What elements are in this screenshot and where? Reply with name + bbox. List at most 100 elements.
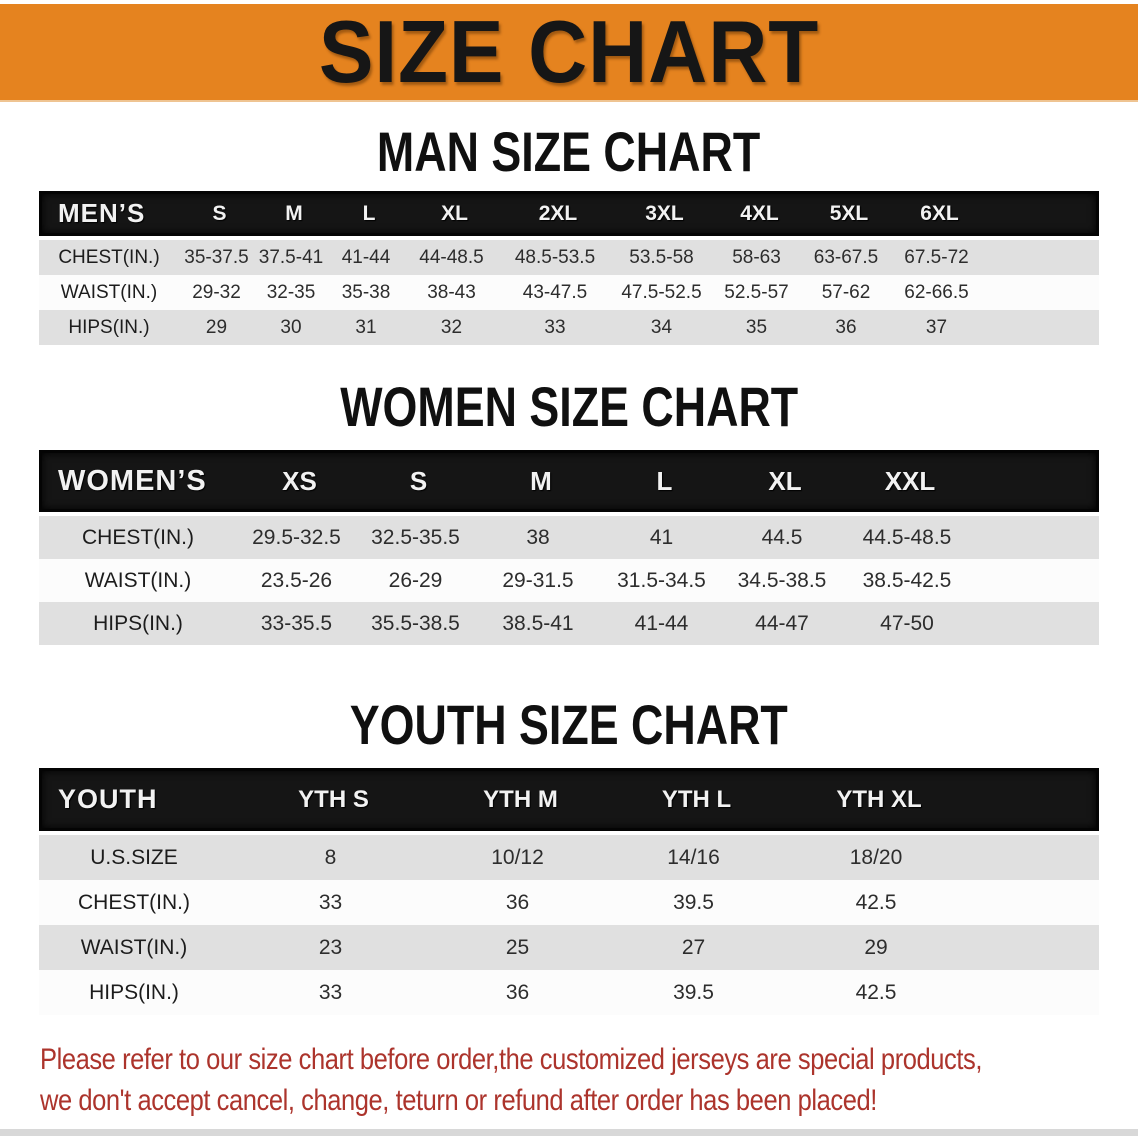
measurement-value: 67.5-72 (904, 246, 969, 268)
size-column-header: XL (768, 465, 802, 496)
measurement-value: 37.5-41 (258, 246, 324, 268)
disclaimer-line-1: Please refer to our size chart before or… (40, 1043, 982, 1076)
women-size-chart-section: WOMEN SIZE CHART WOMEN’S XS S M L XL XXL CHEST(… (0, 379, 1138, 645)
size-column-header: 5XL (829, 201, 869, 225)
measurement-value: 37 (925, 316, 948, 338)
youth-section-title: YOUTH SIZE CHART (349, 693, 789, 756)
measurement-value: 27 (681, 935, 706, 959)
measurement-value: 32-35 (266, 281, 316, 303)
measurement-value: 48.5-53.5 (514, 246, 596, 268)
size-column-header: YTH M (483, 785, 558, 813)
measurement-value: 36 (505, 980, 530, 1004)
size-chart-banner: SIZE CHART (0, 4, 1138, 102)
women-table-row: HIPS(IN.) 33-35.5 35.5-38.5 38.5-41 41-44 44-… (39, 602, 1099, 645)
measurement-value: 29-32 (192, 281, 241, 303)
youth-table-header: YOUTH YTH S YTH M YTH L YTH XL (39, 768, 1099, 831)
measurement-value: 32 (440, 316, 463, 338)
measurement-value: 33 (318, 890, 343, 914)
measurement-label: HIPS(IN.) (93, 611, 183, 635)
size-column-header: YTH XL (836, 785, 922, 813)
measurement-value: 63-67.5 (813, 246, 879, 268)
measurement-value: 35 (745, 316, 768, 338)
men-table-row: CHEST(IN.) 35-37.5 37.5-41 41-44 44-48.5 48.5… (39, 240, 1099, 275)
women-table-header: WOMEN’S XS S M L XL XXL (39, 450, 1099, 512)
women-table-row: CHEST(IN.) 29.5-32.5 32.5-35.5 38 41 44.5 44.5… (39, 516, 1099, 559)
men-size-table: MEN’S S M L XL 2XL 3XL 4XL 5XL 6XL CHEST(IN.) 35-37… (39, 191, 1099, 345)
measurement-value: 39.5 (673, 890, 714, 914)
measurement-value: 14/16 (667, 845, 720, 869)
women-table-row: WAIST(IN.) 23.5-26 26-29 29-31.5 31.5-34.5 34… (39, 559, 1099, 602)
measurement-value: 31.5-34.5 (617, 568, 706, 592)
measurement-value: 47-50 (880, 611, 934, 635)
measurement-value: 33 (544, 316, 566, 338)
measurement-label: CHEST(IN.) (82, 525, 194, 549)
measurement-value: 42.5 (855, 890, 897, 914)
measurement-value: 52.5-57 (724, 281, 789, 303)
youth-size-table: YOUTH YTH S YTH M YTH L YTH XL U.S.SIZE 8 10/12… (39, 768, 1099, 1015)
measurement-label: WAIST(IN.) (80, 935, 188, 959)
size-column-header: S (212, 201, 227, 225)
size-column-header: 3XL (645, 201, 684, 225)
measurement-value: 62-66.5 (904, 281, 969, 303)
measurement-value: 32.5-35.5 (371, 525, 460, 549)
measurement-value: 30 (280, 316, 302, 338)
measurement-value: 38.5-41 (502, 611, 574, 635)
size-column-header: 4XL (740, 201, 779, 225)
measurement-value: 44-47 (755, 611, 809, 635)
size-column-header: XXL (884, 465, 936, 496)
measurement-value: 44.5-48.5 (862, 525, 952, 549)
measurement-value: 23.5-26 (260, 568, 333, 592)
women-size-table: WOMEN’S XS S M L XL XXL CHEST(IN.) 29.5-32.5 32.5… (39, 450, 1099, 645)
measurement-value: 42.5 (855, 980, 897, 1004)
size-column-header: M (530, 465, 552, 496)
size-column-header: 6XL (920, 201, 959, 225)
measurement-value: 29 (864, 935, 888, 959)
measurement-value: 38 (526, 525, 550, 549)
measurement-value: 39.5 (673, 980, 714, 1004)
women-section-title: WOMEN SIZE CHART (340, 375, 798, 438)
disclaimer-line-2: we don't accept cancel, change, teturn o… (40, 1084, 877, 1117)
measurement-value: 44.5 (761, 525, 803, 549)
measurement-label: WAIST(IN.) (60, 281, 158, 303)
men-size-chart-section: MAN SIZE CHART MEN’S S M L XL 2XL 3XL 4XL 5XL 6XL… (0, 124, 1138, 345)
page-title: SIZE CHART (318, 2, 820, 101)
measurement-value: 29-31.5 (502, 568, 574, 592)
measurement-value: 41-44 (634, 611, 689, 635)
measurement-label: WAIST(IN.) (84, 568, 192, 592)
measurement-value: 10/12 (491, 845, 544, 869)
measurement-value: 31 (355, 316, 377, 338)
size-column-header: S (409, 465, 428, 496)
measurement-value: 38-43 (427, 281, 476, 303)
measurement-value: 34.5-38.5 (737, 568, 827, 592)
size-column-header: YTH L (661, 785, 732, 813)
measurement-value: 8 (324, 845, 337, 869)
measurement-value: 29 (205, 316, 228, 338)
size-column-header: XL (441, 201, 468, 225)
measurement-value: 33-35.5 (260, 611, 333, 635)
measurement-value: 43-47.5 (522, 281, 588, 303)
measurement-value: 57-62 (821, 281, 871, 303)
measurement-value: 35-37.5 (184, 246, 249, 268)
size-column-header: M (285, 201, 303, 225)
measurement-value: 58-63 (732, 246, 781, 268)
men-table-row: HIPS(IN.) 29 30 31 32 33 34 35 36 37 (39, 310, 1099, 345)
measurement-value: 25 (505, 935, 530, 959)
measurement-value: 41-44 (341, 246, 391, 268)
men-table-row: WAIST(IN.) 29-32 32-35 35-38 38-43 43-47.5 47.… (39, 275, 1099, 310)
men-header-label: MEN’S (58, 198, 146, 228)
measurement-value: 33 (318, 980, 343, 1004)
measurement-value: 38.5-42.5 (862, 568, 952, 592)
measurement-value: 36 (505, 890, 530, 914)
youth-size-chart-section: YOUTH SIZE CHART YOUTH YTH S YTH M YTH L YTH… (0, 697, 1138, 1015)
youth-table-row: HIPS(IN.) 33 36 39.5 42.5 (39, 970, 1099, 1015)
measurement-label: U.S.SIZE (90, 845, 178, 869)
men-table-header: MEN’S S M L XL 2XL 3XL 4XL 5XL 6XL (39, 191, 1099, 236)
measurement-value: 53.5-58 (629, 246, 694, 268)
men-section-title: MAN SIZE CHART (377, 120, 761, 183)
size-column-header: L (362, 201, 376, 225)
measurement-value: 26-29 (388, 568, 443, 592)
measurement-value: 44-48.5 (419, 246, 484, 268)
measurement-label: CHEST(IN.) (78, 890, 190, 914)
measurement-value: 47.5-52.5 (621, 281, 702, 303)
disclaimer: Please refer to our size chart before or… (40, 1039, 1138, 1121)
